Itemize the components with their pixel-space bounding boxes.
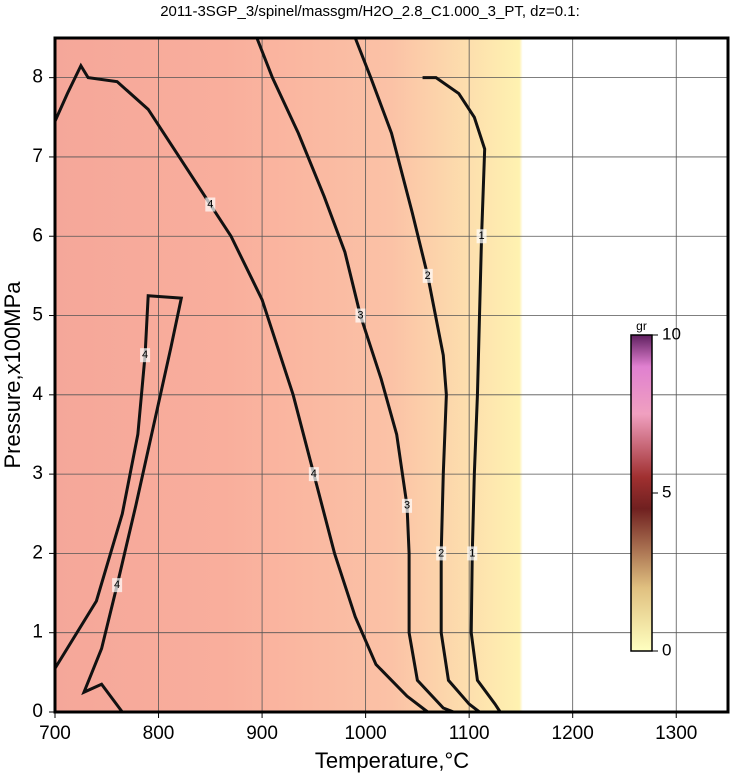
contour-line [353,37,481,714]
contour-label-bg [422,268,433,283]
colorbar-label: gr [636,319,647,333]
y-tick-label: 7 [32,146,43,167]
contour-label-bg [436,546,447,561]
contour-label: 2 [425,270,431,282]
y-tick-label: 2 [32,542,43,563]
contour-line [53,62,429,714]
plot-layer: 700 800 900 1000 1100 1200 1300012345678444433… [32,36,730,744]
contour-label: 4 [142,349,148,361]
contour-line [255,37,455,714]
x-axis-label: Temperature,°C [315,748,469,773]
x-tick-label: 1300 [655,723,697,744]
y-tick-label: 0 [32,701,43,722]
contour-label-bg [476,229,487,244]
contour-label: 3 [357,309,363,321]
y-tick-label: 6 [32,225,43,246]
x-tick-label: 1100 [449,723,490,744]
y-tick-label: 3 [32,463,43,484]
contour-label: 4 [311,468,317,480]
y-tick-label: 4 [32,384,43,405]
contour-label: 1 [469,547,475,559]
y-axis-label: Pressure,x100MPa [0,281,25,469]
contour-label-bg [205,197,216,212]
colorbar-tick-label: 0 [662,640,671,659]
chart-title: 2011-3SGP_3/spinel/massgm/H2O_2.8_C1.000… [160,3,580,20]
x-tick-label: 700 [39,723,71,744]
contour-label-bg [308,467,319,482]
colorbar-tick-label: 10 [662,324,681,343]
contour-label-bg [402,498,413,513]
contour-label: 4 [207,198,213,210]
y-tick-label: 5 [32,305,43,326]
contour-label-bg [467,546,478,561]
colorbar [630,334,653,652]
contour-label-bg [112,578,123,593]
contour-label: 3 [404,500,410,512]
x-tick-label: 800 [143,723,175,744]
contour-label-bg [355,308,366,323]
contour-line [53,294,184,713]
contour-line [422,76,502,713]
colorbar-tick-label: 5 [662,482,671,501]
contour-label-bg [140,348,151,363]
contour-label: 1 [479,230,485,242]
y-tick-label: 1 [32,622,43,643]
contour-label: 4 [114,579,120,591]
x-tick-label: 1000 [344,723,386,744]
y-tick-label: 8 [32,67,43,88]
plot-background [55,38,728,712]
x-tick-label: 900 [246,723,278,744]
plot-frame [53,36,730,714]
x-tick-label: 1200 [552,723,594,744]
contour-label: 2 [438,547,444,559]
